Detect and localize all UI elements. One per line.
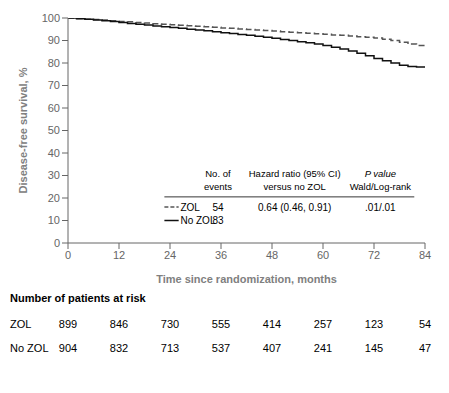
svg-text:47: 47 xyxy=(419,342,431,354)
svg-text:Number of patients at risk: Number of patients at risk xyxy=(10,292,147,304)
svg-text:12: 12 xyxy=(113,249,125,261)
svg-text:ZOL: ZOL xyxy=(180,202,200,213)
svg-text:Hazard ratio (95% CI): Hazard ratio (95% CI) xyxy=(249,168,341,179)
svg-text:No ZOL: No ZOL xyxy=(180,215,215,226)
svg-text:257: 257 xyxy=(314,318,332,330)
svg-text:24: 24 xyxy=(164,249,176,261)
svg-text:90: 90 xyxy=(48,34,60,46)
svg-text:ZOL: ZOL xyxy=(10,318,31,330)
svg-text:48: 48 xyxy=(266,249,278,261)
svg-text:414: 414 xyxy=(263,318,281,330)
svg-text:555: 555 xyxy=(212,318,230,330)
svg-text:events: events xyxy=(204,181,232,192)
svg-text:846: 846 xyxy=(110,318,128,330)
svg-text:0: 0 xyxy=(54,237,60,249)
svg-text:904: 904 xyxy=(59,342,77,354)
svg-text:83: 83 xyxy=(212,215,224,226)
svg-text:730: 730 xyxy=(161,318,179,330)
svg-text:832: 832 xyxy=(110,342,128,354)
svg-text:versus no ZOL: versus no ZOL xyxy=(264,181,326,192)
svg-text:40: 40 xyxy=(48,147,60,159)
svg-text:123: 123 xyxy=(365,318,383,330)
svg-text:60: 60 xyxy=(48,102,60,114)
svg-text:100: 100 xyxy=(42,12,60,24)
svg-text:72: 72 xyxy=(368,249,380,261)
svg-text:80: 80 xyxy=(48,57,60,69)
svg-text:Disease-free survival, %: Disease-free survival, % xyxy=(17,67,29,193)
svg-text:20: 20 xyxy=(48,192,60,204)
svg-text:145: 145 xyxy=(365,342,383,354)
svg-text:P value: P value xyxy=(365,168,396,179)
svg-text:241: 241 xyxy=(314,342,332,354)
svg-text:30: 30 xyxy=(48,169,60,181)
svg-text:50: 50 xyxy=(48,124,60,136)
svg-text:.01/.01: .01/.01 xyxy=(365,202,396,213)
svg-text:54: 54 xyxy=(212,202,224,213)
svg-text:407: 407 xyxy=(263,342,281,354)
svg-text:Wald/Log-rank: Wald/Log-rank xyxy=(350,181,412,192)
svg-text:No. of: No. of xyxy=(205,168,231,179)
svg-text:No ZOL: No ZOL xyxy=(10,342,49,354)
svg-text:537: 537 xyxy=(212,342,230,354)
svg-text:713: 713 xyxy=(161,342,179,354)
svg-text:54: 54 xyxy=(419,318,431,330)
svg-text:0.64 (0.46, 0.91): 0.64 (0.46, 0.91) xyxy=(258,202,331,213)
svg-text:70: 70 xyxy=(48,79,60,91)
svg-text:0: 0 xyxy=(65,249,71,261)
svg-text:60: 60 xyxy=(317,249,329,261)
svg-text:36: 36 xyxy=(215,249,227,261)
svg-text:Time since randomization, mont: Time since randomization, months xyxy=(156,273,337,285)
svg-text:899: 899 xyxy=(59,318,77,330)
svg-text:84: 84 xyxy=(419,249,431,261)
svg-text:10: 10 xyxy=(48,214,60,226)
